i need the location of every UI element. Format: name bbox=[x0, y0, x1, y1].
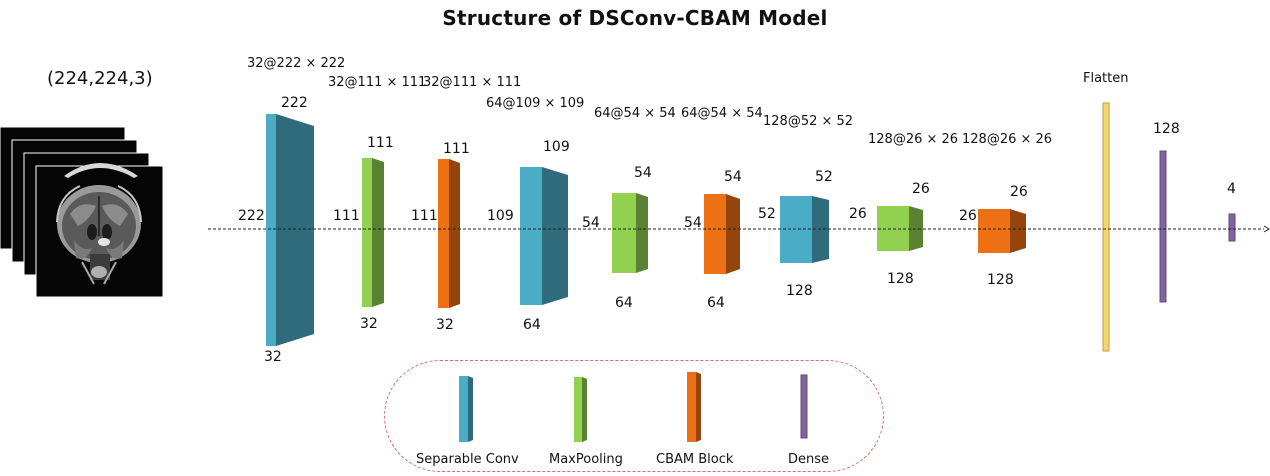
layer-7-dims-label: 128@52 × 52 bbox=[763, 114, 854, 129]
layer-8-dims-label: 128@26 × 26 bbox=[868, 132, 959, 147]
layer-4-width-label: 109 bbox=[487, 208, 514, 224]
dense-1-units-label: 128 bbox=[1153, 121, 1180, 137]
layer-4-channels-label: 64 bbox=[523, 317, 541, 333]
layer-1-separable-conv bbox=[266, 114, 314, 346]
layer-7-width-label: 52 bbox=[758, 206, 776, 222]
layer-5-channels-label: 64 bbox=[615, 295, 633, 311]
layer-5-width-label: 54 bbox=[582, 215, 600, 231]
layer-2-dims-label: 32@111 × 111 bbox=[328, 75, 427, 90]
legend-swatch-cbam-block-side-face bbox=[696, 372, 701, 442]
layer-1-dims-label: 32@222 × 222 bbox=[247, 56, 346, 71]
layer-6-cbam bbox=[704, 194, 740, 274]
legend-swatch-separable-conv-side-face bbox=[468, 376, 473, 442]
layer-6-cbam-front-face bbox=[704, 194, 726, 274]
legend-label-dense: Dense bbox=[788, 452, 830, 467]
layer-5-maxpooling bbox=[612, 193, 648, 273]
flatten-layer bbox=[1102, 102, 1110, 352]
flatten-label: Flatten bbox=[1083, 71, 1129, 86]
input-slice-3-skull bbox=[64, 163, 138, 178]
layer-3-cbam-front-face bbox=[438, 159, 449, 308]
layer-6-channels-label: 64 bbox=[707, 295, 725, 311]
layer-1-channels-label: 32 bbox=[264, 349, 282, 365]
layer-6-dims-label: 64@54 × 54 bbox=[681, 106, 763, 121]
legend-swatch-cbam-block bbox=[687, 372, 701, 442]
layer-9-height-label: 26 bbox=[1010, 184, 1028, 200]
layer-3-cbam-side-face bbox=[449, 159, 460, 308]
layer-2-width-label: 111 bbox=[333, 208, 360, 224]
layer-5-dims-label: 64@54 × 54 bbox=[594, 106, 676, 121]
dense-layer-1 bbox=[1159, 150, 1167, 303]
layer-2-maxpooling-side-face bbox=[372, 158, 384, 307]
layer-9-channels-label: 128 bbox=[987, 272, 1014, 288]
layer-8-channels-label: 128 bbox=[887, 271, 914, 287]
layer-8-width-label: 26 bbox=[849, 206, 867, 222]
legend-swatch-dense bbox=[800, 374, 808, 439]
layer-4-height-label: 109 bbox=[543, 139, 570, 155]
legend bbox=[384, 360, 884, 472]
legend-label-cbam-block: CBAM Block bbox=[656, 452, 734, 467]
layer-2-maxpooling-front-face bbox=[362, 158, 372, 307]
layer-4-dims-label: 64@109 × 109 bbox=[486, 96, 585, 111]
layer-2-channels-label: 32 bbox=[360, 316, 378, 332]
layer-1-separable-conv-front-face bbox=[266, 114, 276, 346]
layer-8-height-label: 26 bbox=[912, 181, 930, 197]
layer-7-channels-label: 128 bbox=[786, 283, 813, 299]
legend-label-separable-conv: Separable Conv bbox=[416, 452, 519, 467]
layer-3-height-label: 111 bbox=[443, 141, 470, 157]
layer-9-cbam-side-face bbox=[1010, 209, 1026, 253]
legend-swatch-cbam-block-front-face bbox=[687, 372, 696, 442]
legend-swatch-maxpooling bbox=[574, 377, 587, 442]
layer-1-separable-conv-side-face bbox=[276, 114, 314, 346]
legend-swatch-maxpooling-side-face bbox=[582, 377, 587, 442]
input-shape-label: (224,224,3) bbox=[47, 68, 153, 89]
layer-3-width-label: 111 bbox=[411, 208, 438, 224]
legend-label-maxpooling: MaxPooling bbox=[549, 452, 623, 467]
layer-7-height-label: 52 bbox=[815, 169, 833, 185]
layer-1-height-label: 222 bbox=[281, 95, 308, 111]
layer-3-channels-label: 32 bbox=[436, 317, 454, 333]
layer-4-separable-conv bbox=[520, 167, 568, 305]
layer-2-height-label: 111 bbox=[367, 135, 394, 151]
layer-6-height-label: 54 bbox=[724, 169, 742, 185]
layer-4-separable-conv-front-face bbox=[520, 167, 542, 305]
layer-3-cbam bbox=[438, 159, 460, 308]
layer-2-maxpooling bbox=[362, 158, 384, 307]
mri-brain-image bbox=[56, 185, 142, 285]
diagram-title: Structure of DSConv-CBAM Model bbox=[442, 6, 828, 30]
dense-layer-2 bbox=[1228, 213, 1236, 242]
layer-6-cbam-side-face bbox=[726, 194, 740, 274]
layer-9-width-label: 26 bbox=[959, 208, 977, 224]
layer-1-width-label: 222 bbox=[238, 208, 265, 224]
legend-swatch-separable-conv-front-face bbox=[459, 376, 468, 442]
input-image-stack bbox=[0, 126, 164, 298]
layer-5-maxpooling-side-face bbox=[636, 193, 648, 273]
dense-2-units-label: 4 bbox=[1227, 181, 1236, 197]
layer-9-cbam-front-face bbox=[978, 209, 1010, 253]
layer-4-separable-conv-side-face bbox=[542, 167, 568, 305]
layer-3-dims-label: 32@111 × 111 bbox=[423, 75, 522, 90]
layer-6-width-label: 54 bbox=[684, 215, 702, 231]
legend-swatch-maxpooling-front-face bbox=[574, 377, 582, 442]
layer-9-cbam bbox=[978, 209, 1026, 253]
layer-5-maxpooling-front-face bbox=[612, 193, 636, 273]
data-flow-axis bbox=[208, 225, 1270, 233]
layer-9-dims-label: 128@26 × 26 bbox=[962, 132, 1053, 147]
layer-5-height-label: 54 bbox=[634, 165, 652, 181]
legend-swatch-separable-conv bbox=[459, 376, 473, 442]
